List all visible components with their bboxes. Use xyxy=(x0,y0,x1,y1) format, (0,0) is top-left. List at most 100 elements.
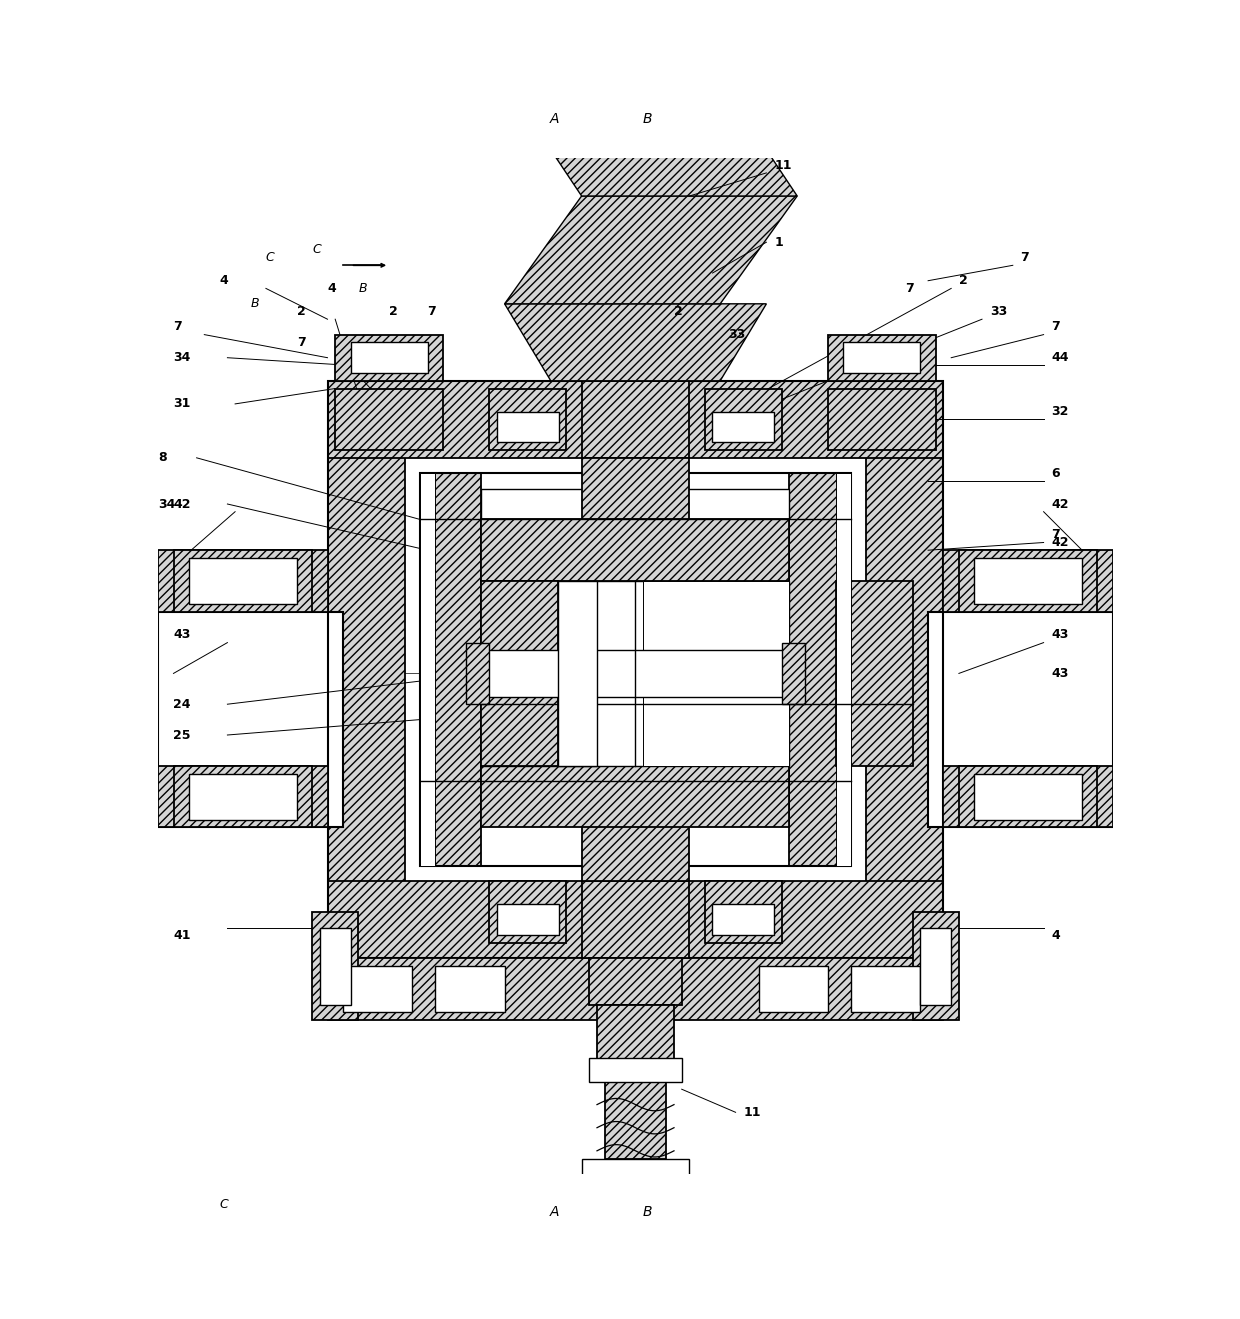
Bar xyxy=(959,766,1097,827)
Bar xyxy=(828,389,936,450)
Text: 7: 7 xyxy=(905,282,914,295)
Text: 7: 7 xyxy=(428,305,436,318)
Text: 34: 34 xyxy=(174,351,191,364)
Polygon shape xyxy=(551,150,797,197)
Bar xyxy=(867,381,944,959)
Text: 2: 2 xyxy=(675,305,683,318)
Bar xyxy=(851,966,920,1012)
Bar xyxy=(596,1005,675,1082)
Bar xyxy=(481,580,790,766)
Bar xyxy=(843,343,920,373)
Text: 7: 7 xyxy=(1021,251,1029,264)
Bar xyxy=(174,766,312,827)
Bar xyxy=(704,389,781,450)
Bar xyxy=(490,389,567,450)
Text: 31: 31 xyxy=(174,397,191,410)
Text: 42: 42 xyxy=(1052,536,1069,549)
Text: 24: 24 xyxy=(174,698,191,711)
Text: B: B xyxy=(358,282,367,295)
Text: 4: 4 xyxy=(327,282,336,295)
Bar xyxy=(481,520,790,580)
Bar xyxy=(759,966,828,1012)
Bar xyxy=(420,474,481,865)
Bar xyxy=(351,343,428,373)
Bar xyxy=(312,913,358,1020)
Bar xyxy=(497,905,558,935)
Bar xyxy=(466,642,490,704)
Bar xyxy=(644,580,790,766)
Bar xyxy=(174,550,312,612)
Bar xyxy=(327,881,944,959)
Text: 33: 33 xyxy=(728,328,745,342)
Bar xyxy=(558,580,596,766)
Bar xyxy=(582,381,689,458)
Bar xyxy=(913,913,959,1020)
Bar xyxy=(188,558,296,604)
Bar xyxy=(159,550,327,612)
Text: 7: 7 xyxy=(1052,321,1060,334)
Text: 43: 43 xyxy=(1052,628,1069,641)
Bar xyxy=(327,381,944,458)
Text: 8: 8 xyxy=(159,451,166,464)
Text: 44: 44 xyxy=(1052,351,1069,364)
Bar xyxy=(327,381,404,959)
Bar xyxy=(481,580,558,766)
Bar xyxy=(497,412,558,442)
Bar xyxy=(836,474,851,865)
Bar xyxy=(435,966,505,1012)
Text: 7: 7 xyxy=(1052,529,1060,541)
Bar xyxy=(713,905,774,935)
Polygon shape xyxy=(505,303,766,381)
Bar xyxy=(589,959,682,1005)
Bar xyxy=(420,474,851,865)
Text: 1: 1 xyxy=(774,236,782,249)
Bar xyxy=(320,927,351,1005)
Bar xyxy=(790,474,851,865)
Text: 11: 11 xyxy=(774,158,791,171)
Bar xyxy=(159,612,343,827)
Bar xyxy=(481,766,790,827)
Bar xyxy=(335,389,443,450)
Bar xyxy=(836,580,913,766)
Text: 42: 42 xyxy=(174,497,191,510)
Text: C: C xyxy=(219,1198,228,1211)
Bar xyxy=(420,474,435,865)
Bar xyxy=(944,766,1112,827)
Text: 2: 2 xyxy=(959,274,967,288)
Bar xyxy=(327,959,944,1020)
Bar xyxy=(928,612,1112,827)
Text: 11: 11 xyxy=(743,1105,761,1119)
Bar xyxy=(781,642,805,704)
Bar xyxy=(828,335,936,381)
Bar xyxy=(159,766,327,827)
Bar xyxy=(582,881,689,959)
Text: 25: 25 xyxy=(174,728,191,741)
Text: 33: 33 xyxy=(990,305,1007,318)
Text: 7: 7 xyxy=(296,336,305,348)
Bar xyxy=(188,773,296,819)
Text: A: A xyxy=(549,112,559,127)
Text: 43: 43 xyxy=(174,628,191,641)
Bar xyxy=(713,412,774,442)
Text: B: B xyxy=(642,1206,652,1219)
Text: B: B xyxy=(642,112,652,127)
Bar xyxy=(343,966,412,1012)
Text: A: A xyxy=(549,1206,559,1219)
Bar xyxy=(944,550,1112,612)
Text: 7: 7 xyxy=(174,321,182,334)
Bar xyxy=(704,881,781,943)
Bar xyxy=(975,558,1083,604)
Bar xyxy=(582,1158,689,1190)
Bar xyxy=(975,773,1083,819)
Text: 42: 42 xyxy=(1052,497,1069,510)
Text: C: C xyxy=(265,251,274,264)
Text: 2: 2 xyxy=(389,305,398,318)
Text: C: C xyxy=(312,244,321,256)
Bar xyxy=(481,488,790,520)
Text: 2: 2 xyxy=(296,305,305,318)
Text: 34: 34 xyxy=(159,497,176,510)
Text: 32: 32 xyxy=(1052,405,1069,418)
Bar xyxy=(589,335,682,381)
Text: 4: 4 xyxy=(1052,929,1060,942)
Bar xyxy=(920,927,951,1005)
